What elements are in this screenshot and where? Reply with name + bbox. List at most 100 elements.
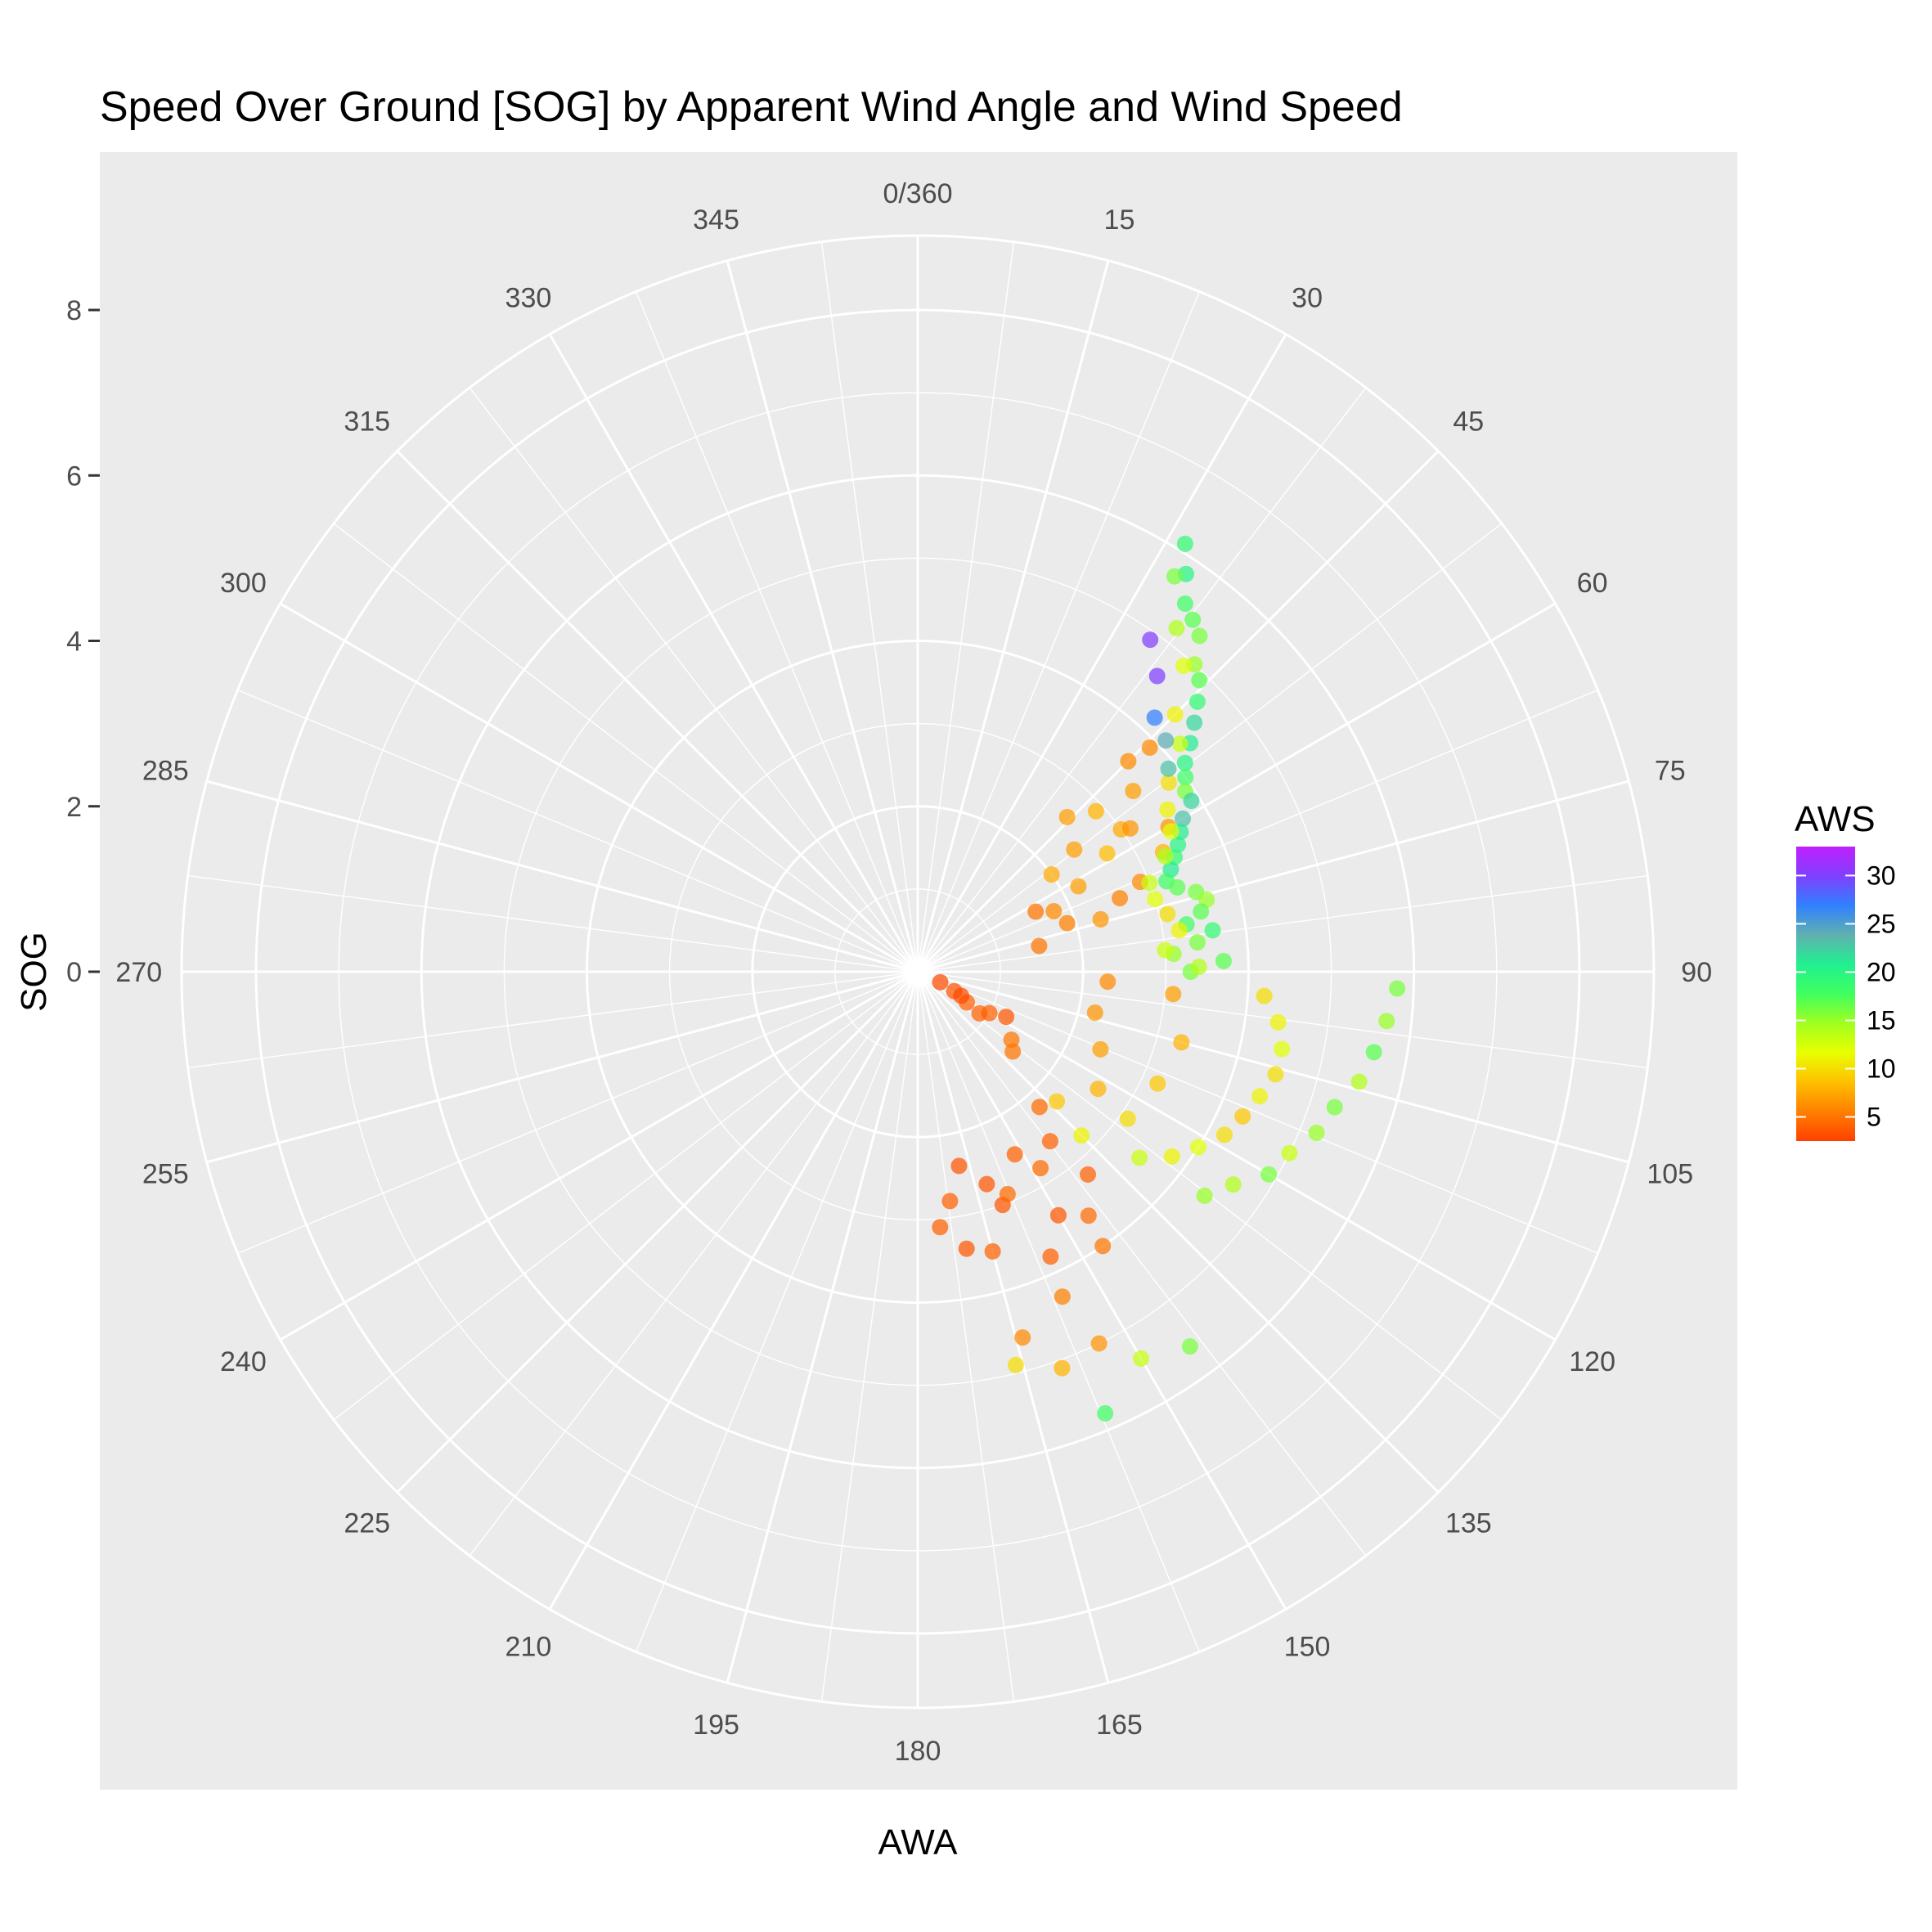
data-point — [1177, 769, 1194, 786]
data-point — [1133, 1350, 1150, 1367]
data-point — [1256, 987, 1273, 1004]
data-point — [1031, 937, 1048, 955]
legend-ticks: 5 10 15 20 25 30 — [1796, 860, 1896, 1131]
data-point — [1234, 1108, 1251, 1125]
data-point — [1267, 1066, 1284, 1083]
data-point — [1183, 793, 1200, 810]
legend-tick-label: 30 — [1867, 860, 1896, 890]
theta-gridline — [917, 971, 1367, 1557]
theta-tick-label: 150 — [1284, 1632, 1331, 1663]
legend-tick-label: 15 — [1867, 1005, 1896, 1035]
theta-gridline — [333, 971, 919, 1421]
theta-tick-label: 240 — [220, 1346, 267, 1377]
theta-gridline — [396, 970, 919, 1494]
data-point — [950, 1157, 968, 1175]
data-point — [1188, 934, 1206, 951]
r-tick-label: 2 — [66, 792, 82, 823]
data-point — [1204, 922, 1221, 939]
data-point — [1080, 1166, 1097, 1183]
theta-gridline — [916, 970, 1440, 1494]
data-point — [1006, 1146, 1023, 1163]
theta-gridline — [916, 971, 1110, 1683]
data-point — [1269, 1013, 1287, 1031]
data-point — [1186, 714, 1203, 731]
theta-gridline — [820, 971, 919, 1702]
theta-axis-labels: 0/360 15 30 45 60 75 90 105 120 135 150 165 180 195 21… — [115, 178, 1712, 1767]
data-point — [1090, 1081, 1107, 1098]
y-axis-title: SOG — [14, 932, 54, 1012]
data-point — [1049, 1093, 1066, 1110]
data-point — [1215, 952, 1232, 969]
data-point — [1014, 1329, 1031, 1346]
data-point — [1149, 1075, 1166, 1092]
x-axis-title: AWA — [878, 1822, 959, 1862]
data-point — [1097, 1404, 1114, 1422]
data-point — [1027, 903, 1045, 920]
theta-gridline — [469, 387, 919, 973]
data-point — [998, 1009, 1015, 1026]
data-point — [1086, 1004, 1103, 1022]
data-point — [1190, 1139, 1207, 1156]
theta-tick-label: 330 — [505, 282, 552, 313]
data-point — [1389, 980, 1406, 997]
data-point — [1260, 1166, 1278, 1183]
theta-gridline — [820, 241, 919, 973]
data-point — [1142, 631, 1159, 649]
theta-tick-label: 0/360 — [883, 178, 952, 209]
theta-tick-label: 135 — [1445, 1507, 1492, 1539]
data-point — [1175, 810, 1192, 827]
data-point — [1141, 739, 1158, 757]
theta-gridline — [187, 971, 919, 1069]
theta-tick-label: 120 — [1569, 1346, 1615, 1377]
theta-tick-label: 45 — [1453, 407, 1484, 438]
data-point — [1147, 891, 1164, 908]
data-point — [1073, 1127, 1090, 1144]
data-point — [1070, 878, 1087, 895]
data-point — [1170, 922, 1188, 939]
r-gridline — [586, 640, 1250, 1304]
r-tick-label: 4 — [66, 627, 82, 658]
theta-gridline — [469, 971, 919, 1557]
data-point — [1054, 1288, 1071, 1305]
data-point — [1159, 801, 1176, 818]
data-point — [1162, 823, 1179, 840]
theta-gridline — [333, 523, 919, 973]
theta-tick-label: 105 — [1647, 1158, 1693, 1189]
legend-colorbar — [1796, 847, 1855, 1141]
data-point — [1090, 1335, 1108, 1352]
theta-gridline — [916, 971, 1287, 1611]
r-tick-label: 0 — [66, 957, 82, 988]
data-point — [1041, 1133, 1058, 1150]
data-point — [1168, 620, 1185, 637]
data-point — [1157, 847, 1174, 865]
r-tick-label: 8 — [66, 295, 82, 326]
data-point — [1080, 1207, 1097, 1224]
data-point — [1216, 1126, 1233, 1143]
data-point — [1004, 1043, 1022, 1060]
data-point — [1042, 1248, 1059, 1265]
data-point — [1141, 874, 1158, 892]
data-point — [1378, 1013, 1395, 1030]
data-point — [1193, 903, 1210, 920]
legend-tick-label: 10 — [1867, 1054, 1896, 1083]
data-point — [1045, 902, 1063, 919]
theta-gridline — [279, 970, 919, 1341]
data-point — [1176, 535, 1193, 552]
data-point — [1043, 866, 1060, 883]
data-point — [1087, 802, 1104, 820]
theta-tick-label: 315 — [344, 407, 390, 438]
data-point — [1166, 568, 1183, 585]
r-tick-label: 6 — [66, 461, 82, 492]
theta-gridline — [237, 689, 919, 973]
theta-tick-label: 345 — [693, 204, 739, 236]
data-point — [1146, 709, 1163, 726]
theta-tick-label: 90 — [1681, 957, 1712, 988]
data-point — [1326, 1099, 1343, 1116]
theta-gridline — [635, 971, 919, 1652]
data-point — [1170, 836, 1187, 853]
theta-gridline — [187, 874, 919, 973]
legend-tick-label: 25 — [1867, 909, 1896, 938]
data-point — [1176, 754, 1193, 771]
data-point — [984, 1242, 1001, 1260]
